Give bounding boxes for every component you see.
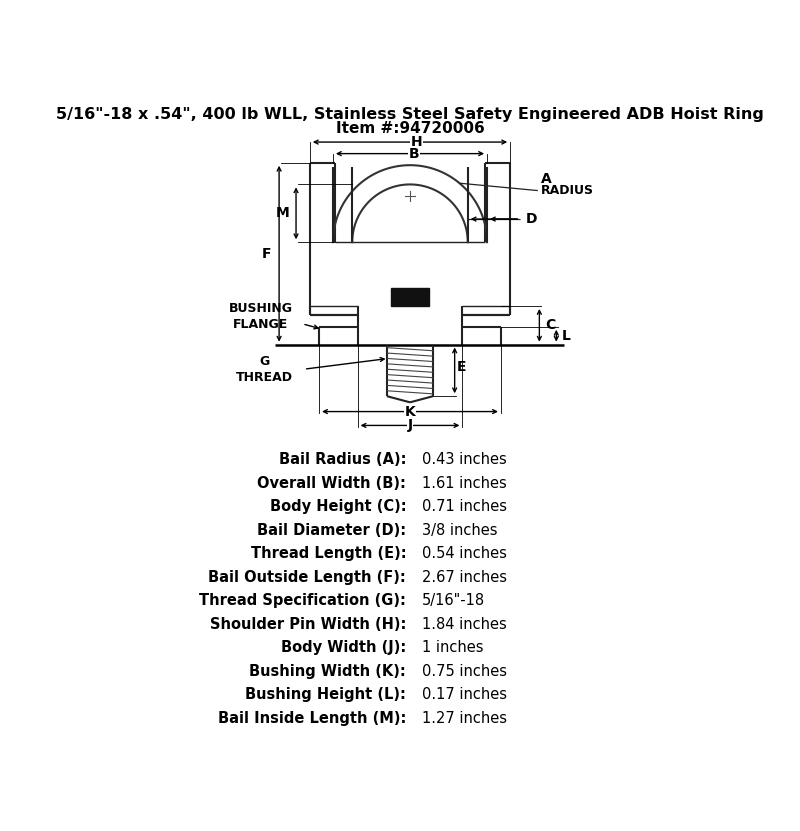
Text: K: K bbox=[405, 405, 415, 419]
Text: 5/16"-18 x .54", 400 lb WLL, Stainless Steel Safety Engineered ADB Hoist Ring: 5/16"-18 x .54", 400 lb WLL, Stainless S… bbox=[56, 107, 764, 122]
Text: H: H bbox=[410, 135, 422, 149]
Text: 3/8 inches: 3/8 inches bbox=[422, 523, 497, 538]
Text: A: A bbox=[541, 172, 552, 186]
Text: 1.27 inches: 1.27 inches bbox=[422, 711, 506, 725]
Text: J: J bbox=[407, 419, 413, 432]
Text: Bail Radius (A):: Bail Radius (A): bbox=[278, 452, 406, 467]
Text: F: F bbox=[262, 247, 271, 261]
Text: Thread Specification (G):: Thread Specification (G): bbox=[199, 593, 406, 608]
Polygon shape bbox=[390, 288, 430, 306]
Text: 0.54 inches: 0.54 inches bbox=[422, 546, 506, 561]
Text: 1.84 inches: 1.84 inches bbox=[422, 617, 506, 632]
Text: G
THREAD: G THREAD bbox=[236, 355, 293, 384]
Text: Bail Diameter (D):: Bail Diameter (D): bbox=[257, 523, 406, 538]
Text: M: M bbox=[276, 206, 290, 220]
Text: 1.61 inches: 1.61 inches bbox=[422, 476, 506, 491]
Text: 5/16"-18: 5/16"-18 bbox=[422, 593, 485, 608]
Text: D: D bbox=[526, 212, 537, 226]
Text: Bushing Width (K):: Bushing Width (K): bbox=[250, 664, 406, 679]
Text: Overall Width (B):: Overall Width (B): bbox=[258, 476, 406, 491]
Text: B: B bbox=[409, 146, 419, 160]
Text: 2.67 inches: 2.67 inches bbox=[422, 570, 506, 585]
Text: 0.43 inches: 0.43 inches bbox=[422, 452, 506, 467]
Text: Item #:94720006: Item #:94720006 bbox=[336, 121, 484, 136]
Text: 0.17 inches: 0.17 inches bbox=[422, 687, 506, 702]
Text: 1 inches: 1 inches bbox=[422, 640, 483, 656]
Text: Thread Length (E):: Thread Length (E): bbox=[250, 546, 406, 561]
Text: Bail Outside Length (F):: Bail Outside Length (F): bbox=[209, 570, 406, 585]
Text: BUSHING
FLANGE: BUSHING FLANGE bbox=[229, 302, 293, 331]
Text: C: C bbox=[545, 318, 555, 332]
Text: Bushing Height (L):: Bushing Height (L): bbox=[246, 687, 406, 702]
Text: L: L bbox=[562, 329, 570, 342]
Text: 0.75 inches: 0.75 inches bbox=[422, 664, 506, 679]
Text: Shoulder Pin Width (H):: Shoulder Pin Width (H): bbox=[210, 617, 406, 632]
Text: E: E bbox=[457, 360, 466, 373]
Text: 0.71 inches: 0.71 inches bbox=[422, 499, 506, 514]
Text: Bail Inside Length (M):: Bail Inside Length (M): bbox=[218, 711, 406, 725]
Text: Body Width (J):: Body Width (J): bbox=[281, 640, 406, 656]
Text: RADIUS: RADIUS bbox=[541, 184, 594, 197]
Text: Body Height (C):: Body Height (C): bbox=[270, 499, 406, 514]
